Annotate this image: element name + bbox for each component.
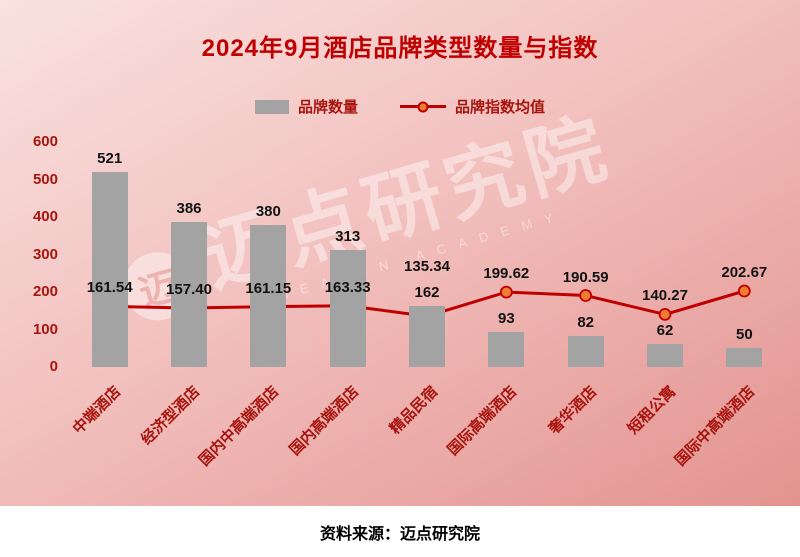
brand-count-bar	[91, 171, 128, 367]
bar-value-label: 386	[176, 200, 202, 218]
line-value-label: 140.27	[642, 287, 688, 305]
bar-value-label: 62	[656, 321, 674, 339]
bar-value-label: 82	[577, 314, 594, 332]
brand-count-bar	[567, 336, 604, 367]
line-value-label: 157.40	[166, 280, 212, 298]
legend-item-line: 品牌指数均值	[400, 96, 545, 117]
legend-label-bars: 品牌数量	[297, 99, 358, 116]
legend: 品牌数量 品牌指数均值	[0, 96, 800, 117]
legend-item-bars: 品牌数量	[254, 96, 358, 117]
line-marker-icon	[737, 284, 751, 298]
line-value-label: 163.33	[324, 278, 371, 296]
bar-value-label: 93	[497, 310, 515, 328]
legend-label-line: 品牌指数均值	[455, 99, 546, 116]
brand-count-bar	[726, 348, 763, 367]
line-value-label: 199.62	[483, 265, 530, 283]
line-swatch-dot-icon	[417, 101, 429, 112]
chart-background: 迈 迈点研究院 MEADIN ACADEMY 2024年9月酒店品牌类型数量与指…	[0, 0, 800, 506]
brand-count-bar	[171, 222, 207, 367]
brand-count-bar	[329, 249, 366, 367]
y-axis-tick-label: 400	[32, 208, 58, 225]
chart-title: 2024年9月酒店品牌类型数量与指数	[201, 35, 599, 62]
line-value-label: 202.67	[721, 263, 768, 281]
y-axis-tick-label: 200	[32, 283, 58, 300]
line-value-label: 161.54	[86, 279, 133, 297]
y-axis-tick-label: 300	[32, 245, 58, 263]
bar-value-label: 313	[335, 227, 361, 245]
y-axis-tick-label: 600	[32, 133, 58, 150]
brand-count-bar	[647, 343, 683, 367]
brand-count-bar	[488, 332, 525, 367]
line-marker-icon	[579, 289, 593, 302]
bar-value-label: 521	[97, 149, 123, 167]
brand-count-bar	[409, 306, 445, 367]
bar-value-label: 380	[255, 202, 281, 220]
y-axis-tick-label: 0	[49, 358, 58, 375]
line-marker-icon	[499, 285, 513, 299]
source-footer: 资料来源：迈点研究院	[0, 506, 800, 557]
plot-area: 521 中端酒店 386 经济型酒店 380 国内中高端酒店 313 国内高端酒店 162 精品民…	[69, 142, 784, 470]
line-marker-icon	[658, 307, 672, 321]
line-value-label: 190.59	[562, 268, 609, 286]
y-axis-tick-label: 100	[32, 320, 58, 338]
line-swatch-icon	[400, 101, 446, 112]
bar-value-label: 50	[735, 326, 753, 344]
line-value-label: 135.34	[404, 258, 450, 276]
line-value-label: 161.15	[245, 279, 292, 297]
source-text: 资料来源：迈点研究院	[319, 525, 480, 543]
brand-count-bar	[250, 224, 287, 367]
bar-swatch-icon	[254, 99, 289, 114]
bar-value-label: 162	[414, 284, 440, 302]
y-axis-tick-label: 500	[32, 170, 58, 188]
